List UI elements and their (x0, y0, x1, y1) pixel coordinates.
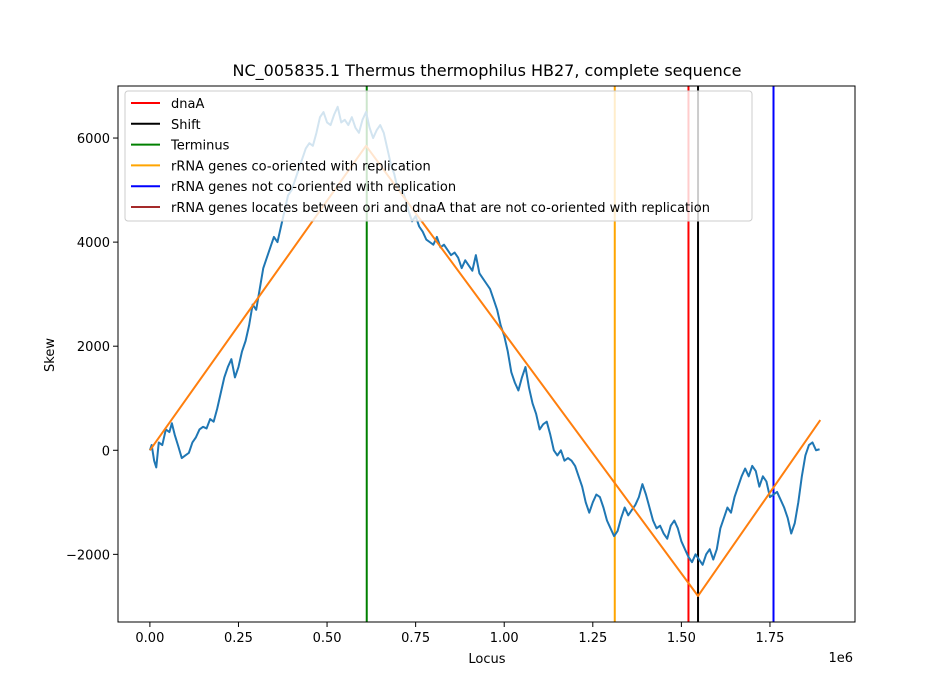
series-line-0 (148, 105, 820, 566)
legend-box (124, 90, 753, 222)
y-tick-label-3: 4000 (77, 236, 110, 251)
y-tick-label-2: 2000 (77, 340, 110, 355)
y-axis-label: Skew (43, 338, 58, 372)
legend-label-3: rRNA genes co-oriented with replication (171, 159, 431, 174)
legend-label-5: rRNA genes locates between ori and dnaA … (171, 201, 710, 216)
x-axis-label: Locus (468, 652, 505, 667)
legend-label-1: Shift (171, 118, 201, 133)
x-axis-ticks: 0.00 0.25 0.50 0.75 1.00 1.25 1.50 1.75 (135, 622, 784, 646)
legend: dnaA Shift Terminus rRNA genes co-oriented … (124, 90, 753, 222)
x-axis-offset-label: 1e6 (828, 651, 853, 666)
x-tick-label-2: 0.50 (313, 631, 342, 646)
y-tick-label-4: 6000 (77, 132, 110, 147)
y-axis-ticks: −2000 0 2000 4000 6000 (66, 132, 118, 563)
x-tick-label-6: 1.50 (667, 631, 696, 646)
series-layer (148, 105, 822, 597)
legend-entries: dnaA Shift Terminus rRNA genes co-oriented … (131, 97, 710, 216)
legend-label-2: Terminus (170, 139, 230, 154)
x-tick-label-3: 0.75 (401, 631, 430, 646)
x-tick-label-7: 1.75 (755, 631, 784, 646)
x-tick-label-1: 0.25 (224, 631, 253, 646)
x-tick-label-4: 1.00 (490, 631, 519, 646)
y-tick-label-1: 0 (102, 444, 110, 459)
y-tick-label-0: −2000 (66, 548, 110, 563)
plot-frame (117, 85, 856, 623)
legend-label-4: rRNA genes not co-oriented with replicat… (171, 180, 456, 195)
x-tick-label-5: 1.25 (578, 631, 607, 646)
legend-label-0: dnaA (171, 97, 204, 112)
x-tick-label-0: 0.00 (135, 631, 164, 646)
chart-title: NC_005835.1 Thermus thermophilus HB27, c… (233, 61, 742, 81)
series-line-1 (149, 144, 822, 597)
